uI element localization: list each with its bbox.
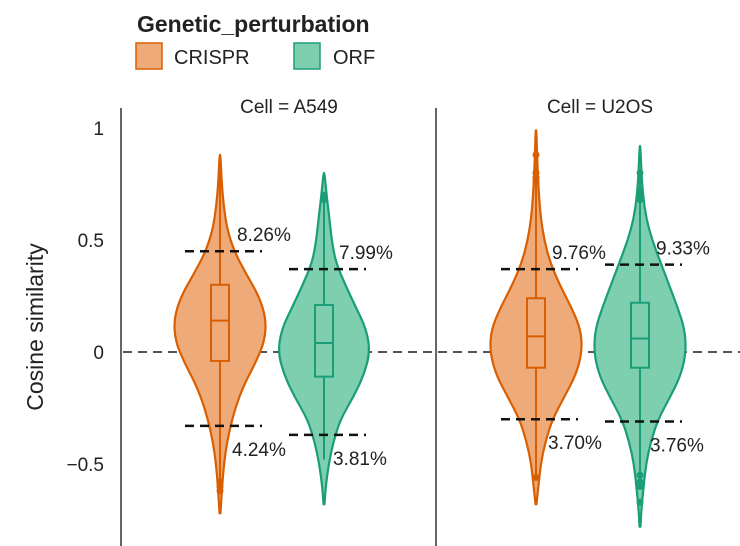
legend-label-crispr: CRISPR — [174, 47, 250, 69]
outlier-point — [532, 151, 540, 159]
outlier-point — [636, 471, 644, 479]
box-iqr — [210, 283, 230, 362]
outlier-point — [636, 482, 644, 490]
legend-swatch-crispr — [135, 42, 163, 70]
panel-title: Cell = U2OS — [547, 97, 653, 118]
outlier-point — [636, 498, 644, 506]
outlier-point — [216, 487, 224, 495]
upper-pct-label: 7.99% — [339, 243, 393, 264]
box-iqr — [630, 301, 650, 369]
upper-pct-label: 9.33% — [656, 239, 710, 260]
panel-title: Cell = A549 — [240, 97, 338, 118]
box-iqr — [314, 303, 334, 378]
y-axis-label: Cosine similarity — [22, 243, 48, 411]
upper-pct-label: 8.26% — [237, 225, 291, 246]
panel-u2os: Cell = U2OS 9.76% 3.70% 9.33% 3.76% — [438, 97, 740, 528]
lower-pct-label: 4.24% — [232, 440, 286, 461]
outlier-point — [532, 473, 540, 481]
lower-pct-label: 3.76% — [650, 435, 704, 456]
y-ticks: 1 0.5 0 −0.5 — [66, 119, 104, 476]
y-tick-label: 0 — [93, 343, 104, 364]
legend-swatch-orf — [293, 42, 321, 70]
outlier-point — [532, 169, 540, 177]
outlier-point — [636, 169, 644, 177]
y-tick-label: 1 — [93, 119, 104, 140]
panel-a549: Cell = A549 8.26% 4.24% 7.99% 3.81% — [123, 97, 436, 515]
box-iqr — [526, 297, 546, 369]
upper-pct-label: 9.76% — [552, 243, 606, 264]
lower-pct-label: 3.70% — [548, 433, 602, 454]
outlier-point — [320, 191, 328, 199]
y-tick-label: 0.5 — [78, 231, 104, 252]
y-tick-label: −0.5 — [66, 455, 104, 476]
legend: Genetic_perturbation CRISPR ORF — [135, 11, 375, 70]
outlier-point — [636, 196, 644, 204]
legend-label-orf: ORF — [333, 47, 375, 69]
legend-title: Genetic_perturbation — [137, 11, 370, 37]
lower-pct-label: 3.81% — [333, 449, 387, 470]
